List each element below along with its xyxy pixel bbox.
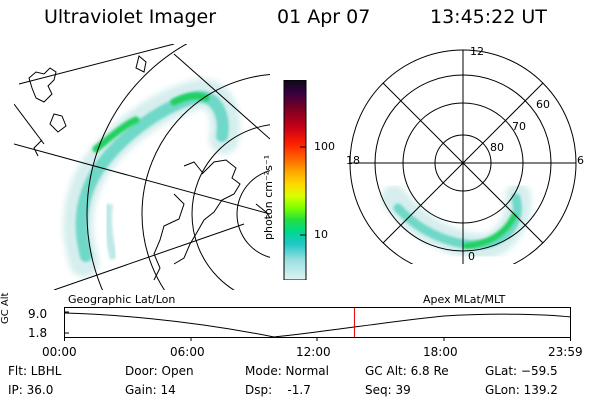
polar-label-0: 0 bbox=[468, 250, 475, 263]
status-mode: Mode: Normal bbox=[245, 364, 329, 378]
status-dsp: Dsp: -1.7 bbox=[245, 383, 311, 397]
timeline-xtick-2359: 23:59 bbox=[548, 345, 583, 359]
timeline-xtick-0600: 06:00 bbox=[170, 345, 205, 359]
status-seq: Seq: 39 bbox=[365, 383, 411, 397]
status-glon: GLon: 139.2 bbox=[485, 383, 558, 397]
timeline-plot bbox=[64, 307, 572, 341]
time-label: 13:45:22 UT bbox=[430, 6, 547, 28]
altitude-curve bbox=[64, 312, 572, 338]
polar-label-60: 60 bbox=[536, 98, 550, 111]
timeline-xtick-1200: 12:00 bbox=[296, 345, 331, 359]
colorbar-tick-100: 100 bbox=[314, 140, 335, 153]
polar-label-80: 80 bbox=[490, 141, 504, 154]
status-door: Door: Open bbox=[125, 364, 194, 378]
status-glat: GLat: −59.5 bbox=[485, 364, 558, 378]
colorbar-unit-label: photon cm⁻²s⁻¹ bbox=[262, 154, 275, 240]
aurora-oval-geo bbox=[63, 78, 241, 277]
timeline-xtick-1800: 18:00 bbox=[423, 345, 458, 359]
polar-plot bbox=[349, 49, 577, 264]
polar-grid bbox=[349, 49, 577, 264]
geographic-map bbox=[14, 44, 270, 290]
timeline-ytick-max: 9.0 bbox=[28, 307, 48, 321]
status-gc-alt: GC Alt: 6.8 Re bbox=[365, 364, 449, 378]
timeline-x-ticks bbox=[64, 337, 571, 341]
date-label: 01 Apr 07 bbox=[277, 6, 371, 28]
coastlines bbox=[28, 55, 270, 281]
timeline-axis-name: GC Alt bbox=[0, 292, 11, 324]
polar-label-6: 6 bbox=[577, 154, 584, 167]
timeline-ytick-min: 1.8 bbox=[28, 326, 48, 340]
aurora-oval-polar bbox=[381, 183, 532, 260]
timeline-left-label: Geographic Lat/Lon bbox=[68, 293, 176, 306]
polar-label-70: 70 bbox=[512, 120, 526, 133]
timeline-xtick-0000: 00:00 bbox=[42, 345, 77, 359]
polar-label-12: 12 bbox=[470, 45, 484, 58]
status-gain: Gain: 14 bbox=[125, 383, 176, 397]
timeline-right-label: Apex MLat/MLT bbox=[423, 293, 506, 306]
timeline-frame bbox=[64, 307, 571, 338]
status-ip: IP: 36.0 bbox=[8, 383, 54, 397]
instrument-title: Ultraviolet Imager bbox=[44, 6, 217, 28]
status-filter: Flt: LBHL bbox=[8, 364, 62, 378]
geo-grid bbox=[14, 44, 270, 290]
colorbar bbox=[283, 80, 307, 280]
polar-label-18: 18 bbox=[346, 154, 360, 167]
colorbar-tick-10: 10 bbox=[314, 228, 328, 241]
